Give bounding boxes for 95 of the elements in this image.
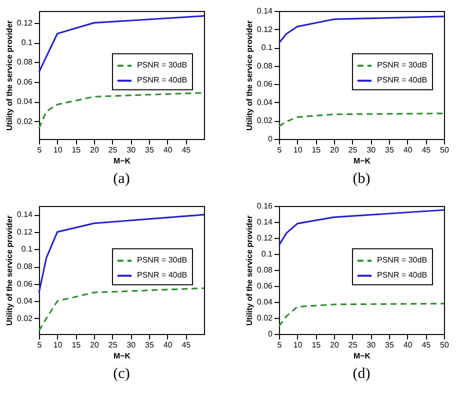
y-tick-label: 0.14 bbox=[256, 218, 274, 226]
legend-label: PSNR = 30dB bbox=[377, 60, 428, 70]
y-tick-label: 0.02 bbox=[16, 116, 34, 126]
y-tick-label: 0.12 bbox=[16, 18, 34, 28]
x-tick-label: 20 bbox=[330, 146, 340, 154]
x-tick-label: 30 bbox=[126, 340, 136, 350]
x-tick-label: 15 bbox=[312, 340, 322, 350]
y-tick-label: 0.14 bbox=[16, 210, 34, 220]
legend-label: PSNR = 30dB bbox=[137, 60, 188, 70]
y-tick-label: 0 bbox=[268, 330, 274, 338]
line-series bbox=[38, 15, 205, 73]
y-tick-label: 0.1 bbox=[21, 38, 34, 48]
legend-label: PSNR = 30dB bbox=[377, 256, 428, 265]
x-tick-label: 40 bbox=[163, 340, 173, 350]
y-tick-label: 0.12 bbox=[256, 234, 274, 242]
x-tick-label: 10 bbox=[293, 340, 303, 350]
x-tick-label: 25 bbox=[348, 146, 358, 154]
x-tick-label: 5 bbox=[277, 146, 282, 154]
legend-label: PSNR = 40dB bbox=[377, 76, 428, 85]
line-series bbox=[278, 16, 445, 44]
text: (c) bbox=[113, 366, 130, 382]
y-tick-label: 0.06 bbox=[256, 282, 274, 290]
y-tick-label: 0.1 bbox=[261, 43, 274, 52]
y-tick-label: 0.04 bbox=[256, 98, 274, 107]
line-series bbox=[38, 214, 205, 294]
x-tick-label: 50 bbox=[440, 146, 450, 154]
x-tick-label: 30 bbox=[126, 146, 136, 154]
x-tick-label: 25 bbox=[108, 340, 118, 350]
text: (d) bbox=[352, 366, 370, 382]
x-tick-label: 20 bbox=[90, 146, 100, 154]
y-tick-label: 0.14 bbox=[256, 6, 274, 16]
x-tick-label: 45 bbox=[182, 340, 192, 350]
line-series bbox=[278, 112, 445, 127]
y-axis-title: Utility of the service provider bbox=[4, 215, 14, 326]
x-tick-label: 35 bbox=[385, 340, 394, 350]
line-series bbox=[38, 287, 205, 332]
y-tick-label: 0.06 bbox=[16, 279, 34, 288]
x-tick-label: 45 bbox=[422, 146, 432, 154]
x-tick-label: 45 bbox=[182, 146, 192, 154]
legend-label: PSNR = 40dB bbox=[137, 76, 188, 85]
x-tick-label: 35 bbox=[385, 146, 394, 154]
y-tick-label: 0.04 bbox=[16, 296, 34, 306]
x-tick-label: 25 bbox=[108, 146, 118, 154]
x-tick-label: 15 bbox=[72, 340, 82, 350]
y-tick-label: 0.08 bbox=[16, 262, 34, 272]
x-axis-title: M−K bbox=[113, 352, 131, 360]
y-axis-title: Utility of the service provider bbox=[244, 20, 254, 131]
y-tick-label: 0.08 bbox=[256, 266, 274, 274]
y-tick-label: 0.08 bbox=[16, 58, 34, 67]
x-tick-label: 20 bbox=[330, 340, 340, 350]
x-tick-label: 40 bbox=[403, 146, 413, 154]
x-tick-label: 25 bbox=[348, 340, 358, 350]
y-tick-label: 0.02 bbox=[256, 314, 274, 322]
x-tick-label: 40 bbox=[163, 146, 173, 154]
x-tick-label: 40 bbox=[403, 340, 413, 350]
line-series bbox=[278, 302, 445, 327]
legend-label: PSNR = 40dB bbox=[377, 270, 428, 280]
x-axis-title: M−K bbox=[113, 156, 131, 166]
text: (b) bbox=[352, 171, 370, 187]
x-tick-label: 10 bbox=[53, 146, 63, 154]
x-tick-label: 5 bbox=[277, 340, 282, 350]
y-tick-label: 0.1 bbox=[21, 244, 34, 254]
x-tick-label: 45 bbox=[422, 340, 432, 350]
y-tick-label: 0.06 bbox=[16, 77, 34, 86]
x-tick-label: 30 bbox=[366, 340, 376, 350]
x-tick-label: 30 bbox=[366, 146, 376, 154]
line-series bbox=[278, 209, 445, 246]
y-tick-label: 0.1 bbox=[261, 250, 274, 258]
x-tick-label: 35 bbox=[145, 146, 154, 154]
x-tick-label: 15 bbox=[72, 146, 82, 154]
y-axis-title: Utility of the service provider bbox=[4, 20, 14, 131]
x-tick-label: 5 bbox=[37, 146, 42, 154]
x-axis-title: M−K bbox=[353, 352, 371, 360]
x-tick-label: 5 bbox=[37, 340, 42, 350]
text: (a) bbox=[113, 171, 130, 187]
y-tick-label: 0.04 bbox=[16, 97, 34, 106]
x-tick-label: 15 bbox=[312, 146, 322, 154]
y-tick-label: 0.08 bbox=[256, 61, 274, 70]
x-tick-label: 35 bbox=[145, 340, 154, 350]
x-tick-label: 10 bbox=[53, 340, 63, 350]
y-tick-label: 0.12 bbox=[256, 24, 274, 34]
x-axis-title: M−K bbox=[353, 156, 371, 166]
y-tick-label: 0.12 bbox=[16, 227, 34, 236]
y-tick-label: 0.16 bbox=[256, 202, 274, 210]
x-tick-label: 20 bbox=[90, 340, 100, 350]
y-axis-title: Utility of the service provider bbox=[244, 215, 254, 326]
y-tick-label: 0.02 bbox=[256, 116, 274, 126]
y-tick-label: 0.02 bbox=[16, 314, 34, 323]
x-tick-label: 10 bbox=[293, 146, 303, 154]
y-tick-label: 0.06 bbox=[256, 80, 274, 89]
y-tick-label: 0.04 bbox=[256, 298, 274, 306]
legend-label: PSNR = 30dB bbox=[137, 256, 188, 265]
x-tick-label: 50 bbox=[440, 340, 450, 350]
legend-label: PSNR = 40dB bbox=[137, 270, 188, 280]
y-tick-label: 0 bbox=[268, 134, 274, 144]
